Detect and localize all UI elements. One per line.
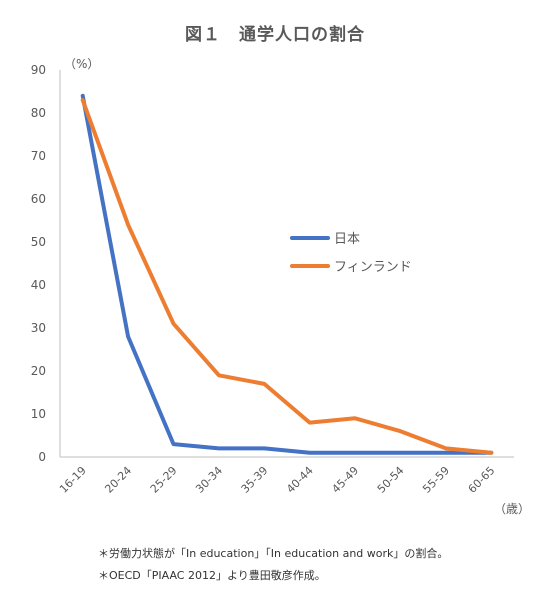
chart-title: 図１ 通学人口の割合 (185, 25, 365, 45)
y-tick-label: 20 (31, 364, 46, 378)
legend-label-2: フィンランド (334, 260, 412, 275)
y-tick-label: 90 (31, 63, 46, 77)
y-axis-unit: （%） (64, 57, 100, 71)
x-tick-label: 35-39 (239, 464, 271, 496)
x-tick-label: 40-44 (284, 464, 316, 496)
x-tick-label: 20-24 (102, 464, 134, 496)
y-tick-label: 80 (31, 106, 46, 120)
x-tick-label: 55-59 (420, 464, 452, 496)
y-tick-label: 60 (31, 192, 46, 206)
y-tick-label: 50 (31, 235, 46, 249)
y-tick-label: 10 (31, 407, 46, 421)
x-tick-label: 25-29 (148, 464, 180, 496)
y-tick-label: 0 (38, 450, 46, 464)
legend-label-1: 日本 (334, 232, 360, 247)
y-tick-label: 40 (31, 278, 46, 292)
footnote-2: ＊OECD「PIAAC 2012」より豊田敬彦作成。 (98, 569, 326, 582)
x-tick-label: 50-54 (375, 464, 407, 496)
x-tick-label: 45-49 (329, 464, 361, 496)
y-tick-label: 30 (31, 321, 46, 335)
x-tick-label: 30-34 (193, 464, 225, 496)
x-tick-label: 60-65 (466, 464, 498, 496)
series-line-2 (80, 98, 494, 455)
y-tick-label: 70 (31, 149, 46, 163)
x-axis-unit: （歳） (494, 502, 531, 516)
series-line-1 (80, 93, 494, 455)
footnote-1: ＊労働力状態が「In education」「In education and w… (98, 547, 449, 560)
x-tick-label: 16-19 (57, 464, 89, 496)
line-chart: 0 10 20 30 40 50 60 70 80 90 16-19 20-24 25-29 30-34 3… (31, 63, 514, 496)
